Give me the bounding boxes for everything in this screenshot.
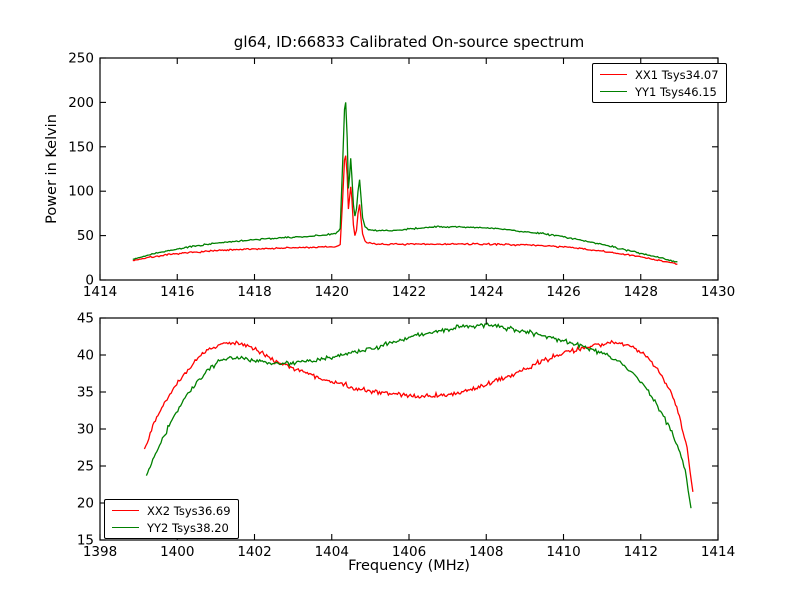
x-tick-label: 1414: [701, 544, 735, 560]
legend-bottom-plot: XX2 Tsys36.69 YY2 Tsys38.20: [104, 499, 239, 539]
legend-label-yy2: YY2 Tsys38.20: [147, 520, 229, 535]
y-tick-label: 150: [68, 139, 94, 155]
x-tick-label: 1404: [315, 544, 349, 560]
y-tick-label: 45: [77, 311, 94, 327]
y-tick-label: 25: [77, 459, 94, 475]
y-tick-label: 0: [85, 273, 94, 289]
series-line-yy1: [132, 102, 678, 263]
y-tick-label: 200: [68, 95, 94, 111]
y-tick-label: 100: [68, 184, 94, 200]
y-tick-label: 35: [77, 385, 94, 401]
x-tick-label: 1426: [546, 284, 580, 300]
series-line-yy2: [145, 322, 692, 509]
y-tick-label: 20: [77, 496, 94, 512]
x-tick-label: 1416: [160, 284, 194, 300]
x-tick-label: 1420: [315, 284, 349, 300]
x-tick-label: 1422: [392, 284, 426, 300]
legend-entry-yy1: YY1 Tsys46.15: [600, 83, 719, 100]
x-tick-label: 1408: [469, 544, 503, 560]
y-tick-label: 50: [77, 228, 94, 244]
series-line-xx2: [143, 339, 694, 492]
x-tick-label: 1402: [237, 544, 271, 560]
x-tick-label: 1418: [237, 284, 271, 300]
x-tick-label: 1430: [701, 284, 735, 300]
y-tick-label: 250: [68, 51, 94, 67]
legend-entry-xx1: XX1 Tsys34.07: [600, 66, 719, 83]
legend-line-sample-xx2: [112, 510, 139, 511]
legend-label-xx2: XX2 Tsys36.69: [147, 503, 231, 518]
x-tick-label: 1406: [392, 544, 426, 560]
legend-line-sample-yy1: [600, 91, 627, 92]
x-tick-label: 1414: [83, 284, 117, 300]
legend-entry-yy2: YY2 Tsys38.20: [112, 519, 231, 536]
x-axis-label-bottom-plot: Frequency (MHz): [348, 558, 470, 574]
legend-line-sample-yy2: [112, 527, 139, 528]
legend-entry-xx2: XX2 Tsys36.69: [112, 502, 231, 519]
y-axis-label-top-plot: Power in Kelvin: [44, 114, 60, 224]
x-tick-label: 1428: [624, 284, 658, 300]
legend-line-sample-xx1: [600, 74, 627, 75]
legend-label-yy1: YY1 Tsys46.15: [635, 84, 717, 99]
x-tick-label: 1400: [160, 544, 194, 560]
x-tick-label: 1412: [624, 544, 658, 560]
x-tick-label: 1424: [469, 284, 503, 300]
legend-top-plot: XX1 Tsys34.07 YY1 Tsys46.15: [592, 63, 727, 103]
series-line-xx1: [132, 155, 678, 266]
figure-title: gl64, ID:66833 Calibrated On-source spec…: [233, 33, 585, 51]
y-tick-label: 30: [77, 422, 94, 438]
x-tick-label: 1398: [83, 544, 117, 560]
y-tick-label: 15: [77, 533, 94, 549]
x-tick-label: 1410: [546, 544, 580, 560]
y-tick-label: 40: [77, 348, 94, 364]
legend-label-xx1: XX1 Tsys34.07: [635, 67, 719, 82]
